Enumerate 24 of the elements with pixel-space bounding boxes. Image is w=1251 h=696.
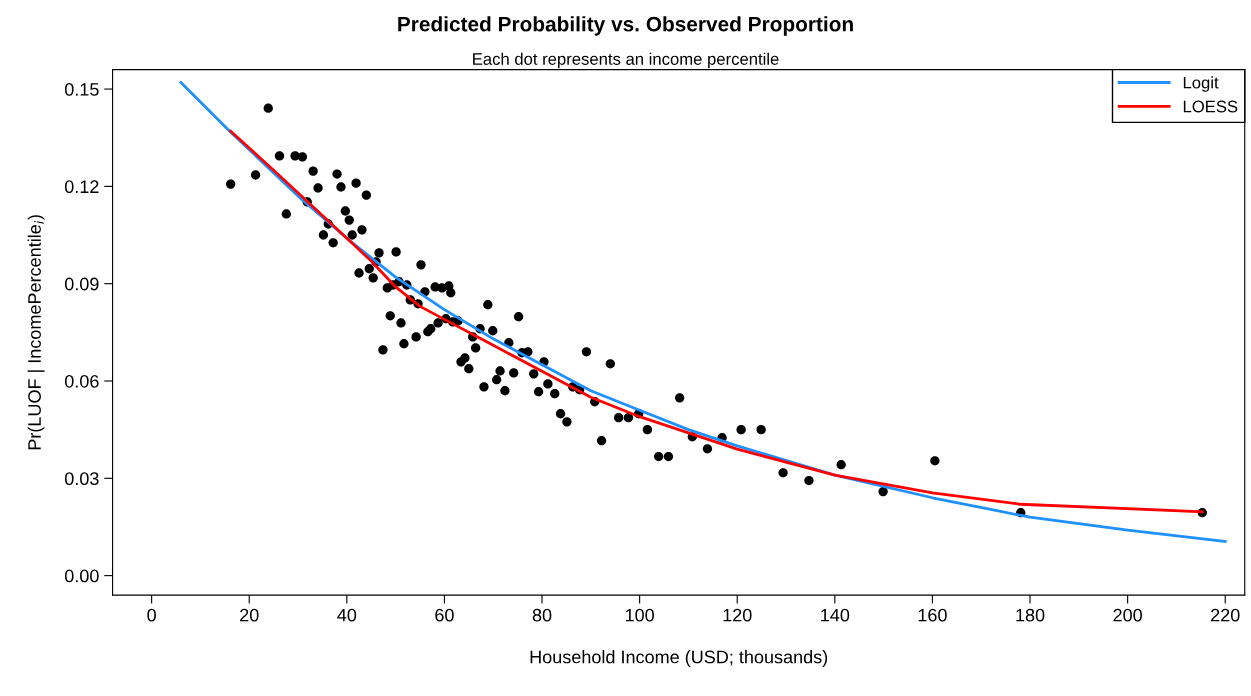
x-tick-label: 220 xyxy=(1211,608,1240,622)
x-tick-label: 40 xyxy=(337,608,357,622)
x-tick-label: 200 xyxy=(1113,608,1142,622)
y-axis-title: Pr(LUOF | IncomePercentile$_{i}$) xyxy=(27,215,45,450)
x-tick-label: 180 xyxy=(1016,608,1045,622)
chart-title: Predicted Probability vs. Observed Proportion xyxy=(398,16,853,36)
x-tick-label: 60 xyxy=(435,608,454,622)
chart-subtitle: Each dot represents an income percentile xyxy=(473,52,779,69)
y-tick-label: 0.09 xyxy=(64,277,99,291)
x-tick-label: 160 xyxy=(918,608,947,622)
y-tick-label: 0.15 xyxy=(64,83,99,96)
y-tick-label: 0.00 xyxy=(64,569,99,583)
legend-label: LOESS xyxy=(1183,100,1238,113)
x-tick-label: 120 xyxy=(723,608,752,622)
legend-label: Logit xyxy=(1183,76,1219,92)
x-axis-title: Household Income (USD; thousands) xyxy=(530,650,828,667)
x-tick-label: 100 xyxy=(625,608,654,622)
y-tick-label: 0.12 xyxy=(64,180,99,194)
x-tick-label: 80 xyxy=(532,608,552,622)
y-tick-label: 0.03 xyxy=(64,472,99,486)
y-tick-label: 0.06 xyxy=(64,374,99,388)
x-tick-label: 20 xyxy=(240,608,259,622)
x-tick-label: 0 xyxy=(147,608,156,622)
x-tick-label: 140 xyxy=(821,608,850,622)
